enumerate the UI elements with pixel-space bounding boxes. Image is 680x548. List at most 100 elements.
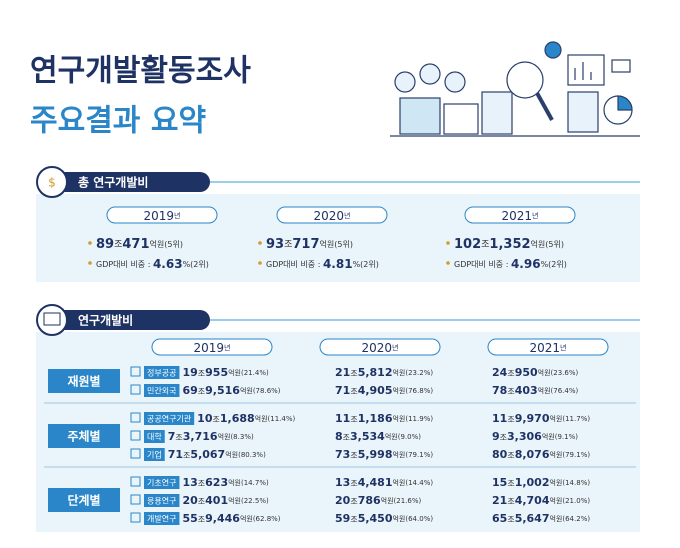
value-part: 102 [454, 237, 481, 252]
value-text: GDP대비 비중 : 4.96%(2위) [454, 257, 567, 271]
value-part: 5,647 [515, 512, 550, 525]
value-part: 65 [492, 512, 507, 525]
value-part: 억원 [549, 450, 562, 459]
value-part: 억원 [150, 239, 165, 249]
value-part: 년 [560, 343, 566, 352]
group-label-box [48, 488, 120, 512]
value-text: 13조623억원(14.7%) [182, 476, 269, 489]
group-label: 단계별 [67, 493, 100, 508]
value-text: 8조3,534억원(9.0%) [335, 430, 421, 443]
value-part: 55 [182, 512, 197, 525]
value-part: (78.6%) [253, 387, 281, 395]
value-part: 4.63 [153, 257, 183, 271]
value-part: 5,812 [358, 366, 393, 379]
value-part: 7 [168, 430, 176, 443]
value-text: 2019년 [194, 341, 231, 355]
value-part: 59 [335, 512, 350, 525]
value-part: 억원 [392, 514, 405, 523]
value-part: (14.8%) [562, 479, 590, 487]
value-text: 2021년 [530, 341, 567, 355]
row-label-box [144, 512, 180, 525]
value-part: 5,450 [358, 512, 393, 525]
value-part: 조 [507, 479, 514, 488]
value-part: 78 [492, 384, 507, 397]
value-part: 조 [350, 415, 357, 424]
value-text: 11조1,186억원(11.9%) [335, 412, 433, 425]
value-part: 조 [198, 515, 205, 524]
bullet [258, 261, 262, 265]
value-part: (64.2%) [562, 515, 590, 523]
value-part: 년 [174, 211, 180, 220]
value-part: (64.0%) [405, 515, 433, 523]
value-part: 억원 [228, 368, 241, 377]
value-text: 65조5,647억원(64.2%) [492, 512, 590, 525]
value-part: 2020 [362, 341, 393, 355]
value-part: (5위) [334, 240, 353, 249]
section-label: 연구개발비 [78, 313, 133, 328]
value-part: 9,446 [205, 512, 240, 525]
value-part: 15 [492, 476, 507, 489]
value-part: 조 [198, 479, 205, 488]
value-part: 1,186 [358, 412, 393, 425]
value-text: 9조3,306억원(9.1%) [492, 430, 578, 443]
value-part: 10 [197, 412, 213, 425]
value-part: 조 [507, 387, 514, 396]
value-part: 조 [350, 387, 357, 396]
value-part: (79.1%) [562, 451, 590, 459]
value-part: 8 [335, 430, 343, 443]
value-part: 년 [344, 211, 350, 220]
value-part: (8.3%) [230, 433, 254, 441]
section-label: 총 연구개발비 [78, 175, 148, 190]
value-part: 조 [198, 497, 205, 506]
value-text: 11조9,970억원(11.7%) [492, 412, 590, 425]
value-text: 15조1,002억원(14.8%) [492, 476, 590, 489]
value-part: 억원 [240, 386, 253, 395]
value-text: 21조4,704억원(21.0%) [492, 494, 590, 507]
value-part: 억원 [549, 478, 562, 487]
bullet [446, 261, 450, 265]
value-part: 조 [481, 240, 489, 250]
value-part: 억원 [228, 496, 241, 505]
value-part: 조 [343, 433, 350, 442]
value-part: 21 [492, 494, 507, 507]
value-part: 조 [198, 369, 205, 378]
value-part: 억원 [392, 414, 405, 423]
value-part: 억원 [392, 450, 405, 459]
value-part: (2위) [548, 260, 567, 269]
year-pill [151, 338, 273, 356]
value-part: 403 [515, 384, 538, 397]
value-part: (76.8%) [405, 387, 433, 395]
value-part: 401 [205, 494, 228, 507]
section-icon [36, 166, 68, 198]
value-text: 2020년 [314, 209, 351, 223]
row-label-box [144, 494, 180, 507]
value-part: 4,905 [358, 384, 393, 397]
year-pill [276, 206, 388, 224]
value-part: 2021 [502, 209, 533, 223]
value-part: 년 [392, 343, 398, 352]
value-text: 69조9,516억원(78.6%) [182, 384, 280, 397]
value-part: 11 [335, 412, 350, 425]
value-part: 2021 [530, 341, 561, 355]
value-part: 억원 [549, 414, 562, 423]
value-part: (9.1%) [555, 433, 579, 441]
value-part: 억원 [320, 239, 335, 249]
value-part: 4,704 [515, 494, 550, 507]
value-part: 억원 [392, 478, 405, 487]
value-part: 조 [507, 415, 514, 424]
value-part: (14.7%) [241, 479, 269, 487]
value-part: 2019 [194, 341, 225, 355]
value-part: 71 [168, 448, 183, 461]
value-part: 억원 [549, 514, 562, 523]
value-part: 억원 [538, 386, 551, 395]
value-part: (5위) [545, 240, 564, 249]
value-part: (21.0%) [562, 497, 590, 505]
section-box [36, 332, 640, 532]
icon-glyph: $ [48, 176, 56, 190]
row-icon [130, 512, 141, 523]
value-part: 조 [350, 515, 357, 524]
value-text: 19조955억원(21.4%) [182, 366, 269, 379]
value-part: (62.8%) [253, 515, 281, 523]
value-part: (5위) [164, 240, 183, 249]
